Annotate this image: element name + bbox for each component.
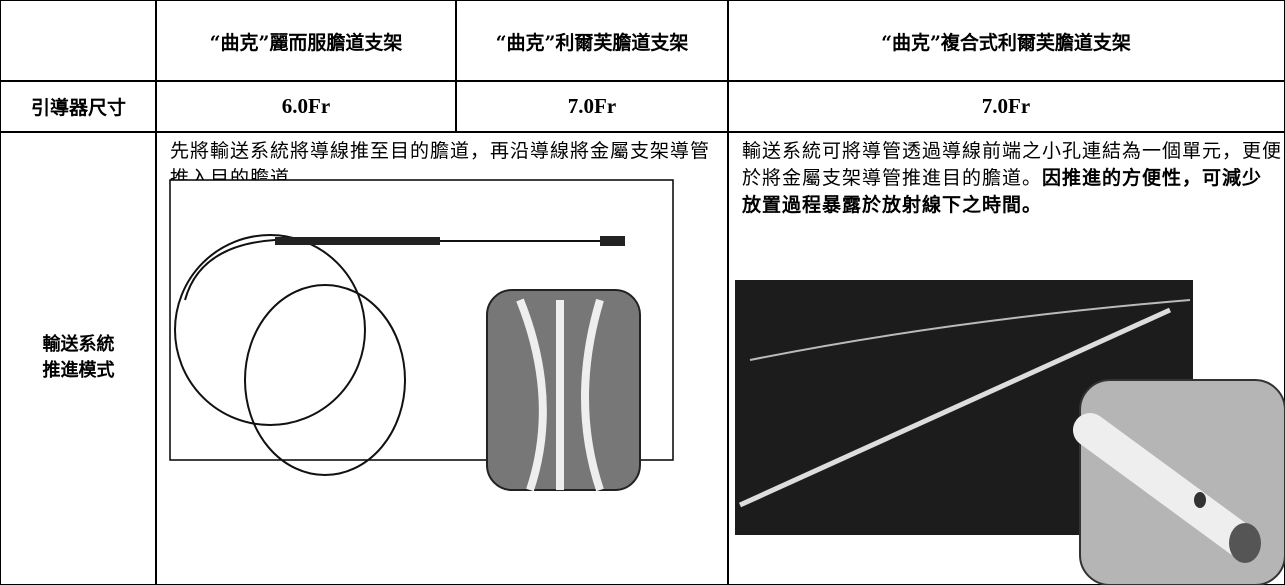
row-label: 引導器尺寸 <box>0 80 157 133</box>
row-label-line: 推進模式 <box>42 360 115 381</box>
description-text: 輸送系統可將導管透過導線前端之小孔連結為一個單元，更便於將金屬支架導管推進目的膽… <box>742 140 1283 189</box>
header-cell: “曲克”利爾芙膽道支架 <box>455 0 729 82</box>
combined-system-photo <box>735 280 1285 585</box>
delivery-system-photo <box>169 179 674 492</box>
size-cell: 6.0Fr <box>155 80 457 133</box>
description: 輸送系統可將導管透過導線前端之小孔連結為一個單元，更便於將金屬支架導管推進目的膽… <box>742 138 1282 219</box>
row-label-line: 輸送系統 <box>42 334 115 355</box>
corner-cell <box>0 0 157 82</box>
size-cell: 7.0Fr <box>727 80 1285 133</box>
header-cell: “曲克”麗而服膽道支架 <box>155 0 457 82</box>
row-label-line: 引導器尺寸 <box>30 97 126 119</box>
description-bold: 因推進的方便性，可減少放置過程暴露於放射線下之時間。 <box>742 167 1263 216</box>
row-label: 輸送系統 推進模式 <box>0 131 157 585</box>
size-cell: 7.0Fr <box>455 80 729 133</box>
